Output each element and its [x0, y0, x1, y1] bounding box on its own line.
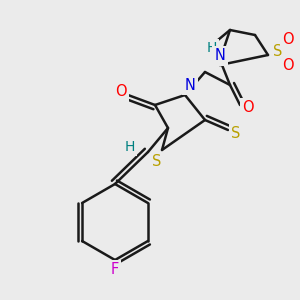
Text: F: F — [111, 262, 119, 278]
Text: H: H — [125, 140, 135, 154]
Text: S: S — [152, 154, 162, 169]
Text: O: O — [115, 85, 127, 100]
Text: H: H — [207, 41, 217, 55]
Text: O: O — [282, 32, 294, 46]
Text: O: O — [242, 100, 254, 116]
Text: N: N — [184, 77, 195, 92]
Text: S: S — [231, 125, 241, 140]
Text: O: O — [282, 58, 294, 73]
Text: N: N — [214, 49, 225, 64]
Text: S: S — [273, 44, 283, 59]
